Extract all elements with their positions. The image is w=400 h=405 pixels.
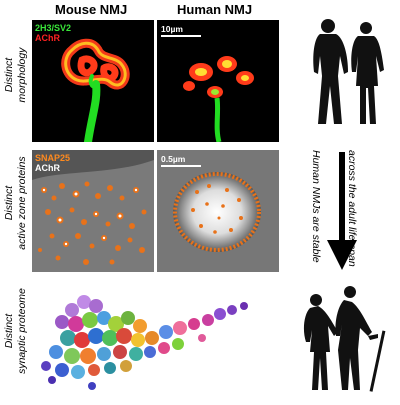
young-couple-silhouette [300,16,396,128]
row-label-morphology-line1: Distinct [3,57,15,93]
row-label-proteome-line2: synaptic proteome [16,288,28,374]
stain-achr-label: AChR [35,33,60,43]
stain-2h3-sv2-label: 2H3/SV2 [35,23,72,33]
row-label-morphology-line2: morphology [16,47,28,103]
scale-bar-10um-line [161,35,201,37]
young-couple-svg [313,19,384,124]
synaptic-proteome-network [32,280,282,400]
mouse-morphology-image: 2H3/SV2 AChR [32,20,154,142]
row-label-morphology: Distinct morphology [3,15,29,135]
elderly-couple-silhouette [300,278,396,396]
human-nmj-title: Human NMJ [177,2,253,17]
scale-bar-10um: 10µm [161,24,201,37]
stain-achr-white-label: AChR [35,163,60,173]
row-label-active-zone-line1: Distinct [3,185,15,221]
mouse-pretzel-svg [32,20,154,142]
mouse-speckles-svg [32,150,154,272]
proteome-spheres-svg [41,295,248,390]
mouse-nmj-title: Mouse NMJ [55,2,128,17]
row-label-proteome-line1: Distinct [3,313,15,349]
human-blob-svg [157,150,279,272]
panel3-label: SNAP25 AChR [35,153,70,173]
scale-bar-0-5um: 0.5µm [161,154,201,167]
scale-bar-10um-label: 10µm [161,24,183,34]
scale-bar-0-5um-label: 0.5µm [161,154,186,164]
stability-text-line1: Human NMJs are stable [310,150,322,263]
human-active-zone-image: 0.5µm [157,150,279,272]
stability-text-line2: across the adult life-span [346,150,358,267]
panel1-label: 2H3/SV2 AChR [35,23,71,43]
human-morphology-image: 10µm [157,20,279,142]
elderly-couple-svg [303,286,386,392]
stability-arrow [327,152,357,272]
row-label-proteome: Distinct synaptic proteome [3,271,29,391]
human-nubbins-svg [157,20,279,142]
down-arrow-icon [327,152,357,270]
mouse-active-zone-image: SNAP25 AChR [32,150,154,272]
stain-snap25-label: SNAP25 [35,153,71,163]
row-label-active-zone: Distinct active zone proteins [3,143,29,263]
scale-bar-0-5um-line [161,165,201,167]
row-label-active-zone-line2: active zone proteins [16,156,28,250]
